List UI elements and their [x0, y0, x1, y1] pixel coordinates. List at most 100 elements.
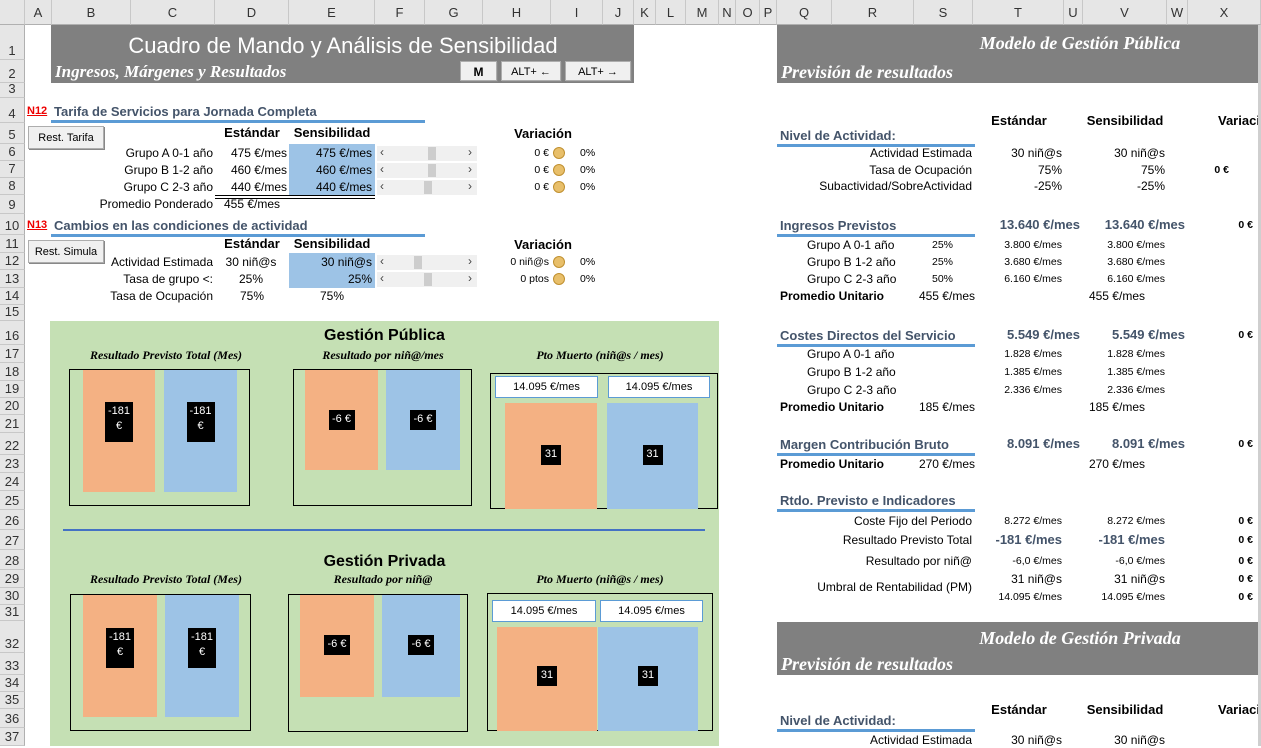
row-header-27[interactable]: 27	[0, 530, 25, 550]
reset-tarifa-button[interactable]: Rest. Tarifa	[28, 126, 104, 149]
column-header-J[interactable]: J	[603, 0, 634, 25]
col-header-standard: Estándar	[224, 236, 280, 251]
row-header-37[interactable]: 37	[0, 728, 25, 746]
chart-frame	[70, 594, 251, 731]
column-header-F[interactable]: F	[375, 0, 425, 25]
slider-thumb[interactable]	[427, 147, 436, 160]
column-header-K[interactable]: K	[634, 0, 656, 25]
column-header-W[interactable]: W	[1167, 0, 1188, 25]
row-header-17[interactable]: 17	[0, 345, 25, 363]
column-header-D[interactable]: D	[215, 0, 289, 25]
select-all-corner[interactable]	[0, 0, 25, 25]
simula-slider[interactable]: ‹ ›	[377, 254, 477, 270]
scroll-right-arrow[interactable]: ›	[468, 145, 472, 159]
row-header-21[interactable]: 21	[0, 415, 25, 433]
row-header-14[interactable]: 14	[0, 288, 25, 305]
tarifa-underline	[51, 120, 425, 123]
scroll-right-arrow[interactable]: ›	[468, 271, 472, 285]
alt-left-button[interactable]: ALT+ ←	[501, 61, 561, 81]
row-header-20[interactable]: 20	[0, 398, 25, 415]
nivel-row-label: Subactividad/SobreActividad	[819, 179, 972, 193]
scroll-left-arrow[interactable]: ‹	[380, 179, 384, 193]
column-header-R[interactable]: R	[832, 0, 914, 25]
column-header-V[interactable]: V	[1083, 0, 1167, 25]
scroll-left-arrow[interactable]: ‹	[380, 162, 384, 176]
row-header-16[interactable]: 16	[0, 321, 25, 345]
column-header-S[interactable]: S	[914, 0, 973, 25]
row-header-8[interactable]: 8	[0, 178, 25, 195]
row-header-23[interactable]: 23	[0, 455, 25, 473]
row-header-36[interactable]: 36	[0, 709, 25, 728]
row-header-32[interactable]: 32	[0, 621, 25, 653]
sensitivity-input-cells[interactable]	[289, 253, 375, 288]
row-header-6[interactable]: 6	[0, 144, 25, 161]
row-header-15[interactable]: 15	[0, 304, 25, 321]
column-header-X[interactable]: X	[1188, 0, 1261, 25]
data-label: -6 €	[410, 410, 436, 430]
row-header-10[interactable]: 10	[0, 214, 25, 235]
row-header-34[interactable]: 34	[0, 675, 25, 692]
row-header-2[interactable]: 2	[0, 60, 25, 83]
column-header-O[interactable]: O	[736, 0, 760, 25]
row-header-33[interactable]: 33	[0, 653, 25, 675]
scroll-left-arrow[interactable]: ‹	[380, 271, 384, 285]
row-header-1[interactable]: 1	[0, 25, 25, 60]
margen-underline	[777, 453, 975, 456]
column-header-I[interactable]: I	[551, 0, 603, 25]
row-header-24[interactable]: 24	[0, 473, 25, 491]
dashboard-title: Cuadro de Mando y Análisis de Sensibilid…	[128, 33, 558, 58]
row-header-11[interactable]: 11	[0, 235, 25, 253]
costes-group-label: Grupo C 2-3 año	[807, 383, 897, 397]
sensitivity-input-cells[interactable]	[289, 144, 375, 195]
row-header-12[interactable]: 12	[0, 253, 25, 270]
alt-right-button[interactable]: ALT+ →	[565, 61, 631, 81]
column-header-B[interactable]: B	[52, 0, 131, 25]
macro-m-button[interactable]: M	[460, 61, 497, 81]
column-header-U[interactable]: U	[1064, 0, 1083, 25]
column-header-Q[interactable]: Q	[777, 0, 832, 25]
row-header-25[interactable]: 25	[0, 491, 25, 510]
row-header-31[interactable]: 31	[0, 604, 25, 621]
row-header-3[interactable]: 3	[0, 81, 25, 98]
slider-thumb[interactable]	[427, 164, 436, 177]
nivel-row-label: Tasa de Ocupación	[869, 163, 972, 177]
column-header-L[interactable]: L	[656, 0, 686, 25]
row-header-19[interactable]: 19	[0, 381, 25, 398]
row-header-5[interactable]: 5	[0, 123, 25, 144]
tarifa-standard-value: 460 €/mes	[230, 163, 287, 177]
column-header-P[interactable]: P	[760, 0, 777, 25]
scroll-right-arrow[interactable]: ›	[468, 254, 472, 268]
row-header-9[interactable]: 9	[0, 195, 25, 214]
row-header-22[interactable]: 22	[0, 433, 25, 455]
row-header-30[interactable]: 30	[0, 588, 25, 605]
row-header-29[interactable]: 29	[0, 570, 25, 588]
tarifa-slider[interactable]: ‹ ›	[377, 145, 477, 161]
row-header-13[interactable]: 13	[0, 270, 25, 288]
row-header-26[interactable]: 26	[0, 510, 25, 530]
tarifa-slider[interactable]: ‹ ›	[377, 179, 477, 195]
scroll-left-arrow[interactable]: ‹	[380, 145, 384, 159]
scroll-right-arrow[interactable]: ›	[468, 162, 472, 176]
column-header-T[interactable]: T	[973, 0, 1064, 25]
tarifa-slider[interactable]: ‹ ›	[377, 162, 477, 178]
column-header-H[interactable]: H	[483, 0, 551, 25]
row-header-28[interactable]: 28	[0, 550, 25, 570]
column-header-E[interactable]: E	[289, 0, 375, 25]
row-header-35[interactable]: 35	[0, 692, 25, 709]
column-header-N[interactable]: N	[719, 0, 736, 25]
row-header-7[interactable]: 7	[0, 161, 25, 178]
scroll-left-arrow[interactable]: ‹	[380, 254, 384, 268]
column-header-A[interactable]: A	[25, 0, 52, 25]
scroll-right-arrow[interactable]: ›	[468, 179, 472, 193]
slider-thumb[interactable]	[424, 273, 432, 286]
slider-thumb[interactable]	[413, 256, 422, 269]
column-header-C[interactable]: C	[131, 0, 215, 25]
simula-slider[interactable]: ‹ ›	[377, 271, 477, 287]
column-header-M[interactable]: M	[686, 0, 719, 25]
slider-thumb[interactable]	[424, 181, 432, 194]
reset-simula-button[interactable]: Rest. Simula	[28, 240, 104, 263]
row-header-4[interactable]: 4	[0, 98, 25, 123]
column-header-G[interactable]: G	[425, 0, 483, 25]
row-header-18[interactable]: 18	[0, 363, 25, 381]
ingresos-group-sensitivity: 3.680 €/mes	[1107, 256, 1165, 268]
